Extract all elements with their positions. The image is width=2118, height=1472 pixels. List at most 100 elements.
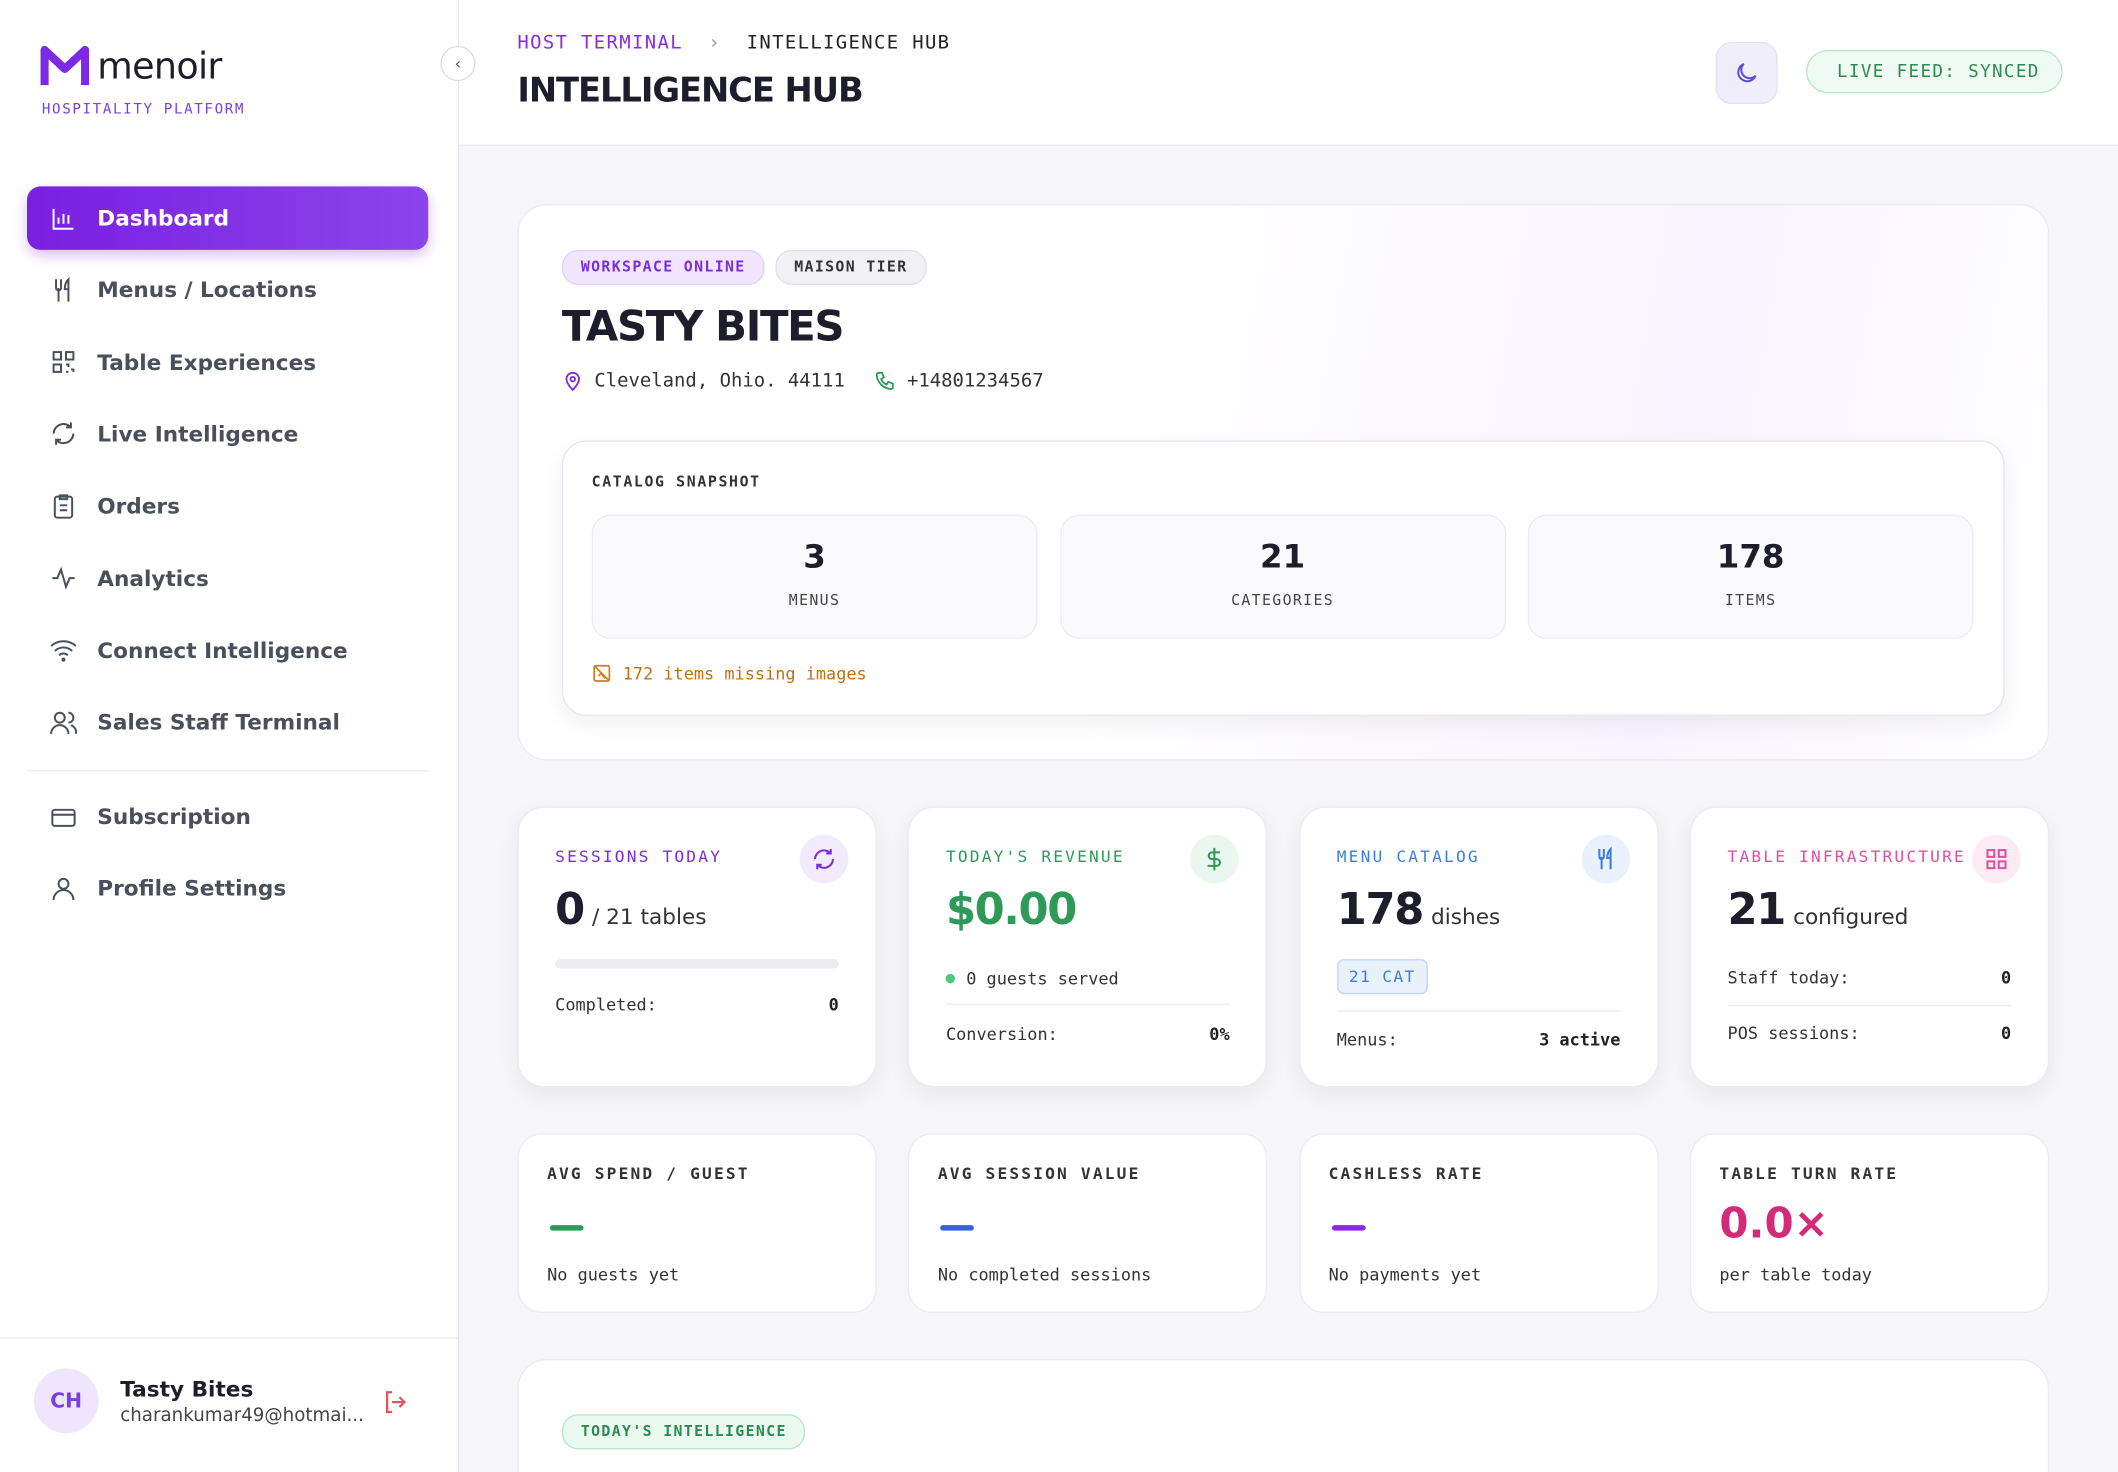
- icon: [1737, 63, 1757, 83]
- kpi-unit: dishes: [1431, 903, 1501, 930]
- nav-label: Analytics: [97, 565, 209, 591]
- kpi-card: MENU CATALOG 178 dishes 21 CAT Menus: 3 acti…: [1298, 806, 1659, 1088]
- nav-label: Dashboard: [97, 205, 230, 231]
- logout-button[interactable]: [381, 1387, 411, 1417]
- stat-box: 21 CATEGORIES: [1059, 514, 1506, 639]
- icon: [53, 493, 74, 519]
- nav-item[interactable]: Subscription: [27, 785, 428, 848]
- nav-label: Table Experiences: [97, 349, 317, 375]
- badges: WORKSPACE ONLINE MAISON TIER: [561, 249, 937, 286]
- collapse-button[interactable]: ‹: [440, 45, 476, 82]
- divider: [945, 1003, 1230, 1005]
- icon: [813, 848, 835, 870]
- crumb-current: INTELLIGENCE HUB: [746, 32, 951, 55]
- kpi-row: Conversion: 0%: [946, 1024, 1230, 1044]
- kpi-title: MENU CATALOG: [1336, 846, 1480, 866]
- contact: Cleveland, Ohio. 44111 +14801234567: [562, 370, 1044, 392]
- icon: [1986, 849, 2007, 870]
- row-label: POS sessions:: [1727, 1022, 1860, 1043]
- stat-value: 3: [803, 537, 826, 576]
- catalog-snapshot: CATALOG SNAPSHOT 3 MENUS 21 CATEGORIES 178 IT…: [561, 440, 2005, 716]
- brand: menoir: [40, 43, 222, 89]
- stat-box: 178 ITEMS: [1527, 514, 1974, 639]
- row-label: Staff today:: [1727, 967, 1850, 988]
- metric-title: CASHLESS RATE: [1328, 1164, 1484, 1184]
- metric-note: per table today: [1719, 1264, 1872, 1285]
- icon: [52, 208, 74, 230]
- divider: [1727, 1004, 2012, 1007]
- divider: [1336, 1010, 1621, 1012]
- page-title: INTELLIGENCE HUB: [517, 70, 863, 110]
- address: Cleveland, Ohio. 44111: [594, 370, 845, 392]
- badge: WORKSPACE ONLINE: [561, 249, 765, 286]
- icon: [52, 351, 75, 374]
- nav-label: Connect Intelligence: [97, 637, 348, 663]
- metric-title: TABLE TURN RATE: [1719, 1164, 1899, 1184]
- kpi-icon: [1190, 834, 1240, 884]
- stat-value: 21: [1260, 537, 1306, 576]
- kpi-note: 0 guests served: [945, 968, 1119, 989]
- icon: [1597, 846, 1612, 870]
- row-value: 0: [2001, 1022, 2012, 1043]
- nav-label: Subscription: [97, 803, 251, 830]
- nav-item[interactable]: Table Experiences: [27, 330, 428, 393]
- phone: +14801234567: [906, 370, 1044, 392]
- user-panel: CH Tasty Bites charankumar49@hotmai...: [0, 1337, 458, 1472]
- kpi-title: TABLE INFRASTRUCTURE: [1727, 846, 1966, 866]
- kpi-number: 178: [1336, 883, 1425, 935]
- icon: [52, 877, 75, 900]
- stat-box: 3 MENUS: [591, 514, 1038, 639]
- user-name: Tasty Bites: [120, 1376, 254, 1403]
- metric-card: CASHLESS RATE No payments yet: [1298, 1133, 1659, 1313]
- metric-card: TABLE TURN RATE 0.0× per table today: [1689, 1133, 2050, 1313]
- brand-name: menoir: [97, 45, 222, 88]
- metric-note: No guests yet: [547, 1264, 680, 1285]
- nav-item[interactable]: Menus / Locations: [27, 258, 428, 321]
- header: HOST TERMINAL › INTELLIGENCE HUB INTELLI…: [459, 0, 2118, 146]
- element: +14801234567: [875, 370, 1044, 392]
- element: ›: [708, 32, 722, 55]
- warning: 172 items missing images: [592, 663, 867, 684]
- stat-label: CATEGORIES: [1231, 591, 1335, 610]
- kpi-row: POS sessions: 0: [1728, 1023, 2012, 1043]
- icon: [52, 422, 75, 446]
- row-label: Completed:: [555, 994, 657, 1015]
- nav-item[interactable]: Connect Intelligence: [27, 618, 428, 681]
- nav-item[interactable]: Dashboard: [27, 186, 429, 250]
- nav-item[interactable]: Profile Settings: [27, 856, 428, 919]
- kpi-tag: 21 CAT: [1336, 959, 1428, 995]
- nav-item[interactable]: Sales Staff Terminal: [27, 690, 428, 753]
- crumb-link[interactable]: HOST TERMINAL: [517, 32, 683, 55]
- kpi-icon: [1972, 834, 2021, 884]
- breadcrumb: HOST TERMINAL › INTELLIGENCE HUB: [517, 32, 950, 54]
- note-text: 0 guests served: [966, 968, 1119, 989]
- status-badge: LIVE FEED: SYNCED: [1806, 49, 2063, 94]
- row-value: 0: [828, 994, 839, 1015]
- element: [945, 973, 956, 984]
- theme-toggle[interactable]: [1715, 41, 1778, 105]
- kpi-value: 178 dishes: [1337, 883, 1501, 934]
- metric-note: No completed sessions: [937, 1264, 1152, 1285]
- stat-value: 178: [1716, 537, 1785, 576]
- kpi-value: 21 configured: [1728, 883, 1909, 934]
- row-label: Conversion:: [945, 1023, 1058, 1045]
- metric-note: No payments yet: [1328, 1264, 1482, 1285]
- row-value: 3 active: [1539, 1029, 1621, 1050]
- icon: [50, 711, 78, 734]
- icon: [55, 276, 70, 302]
- nav-item[interactable]: Orders: [27, 474, 428, 537]
- kpi-number: 21: [1727, 883, 1787, 935]
- nav-label: Profile Settings: [97, 875, 287, 901]
- empty-dash: [549, 1225, 584, 1231]
- nav-item[interactable]: Analytics: [27, 546, 428, 609]
- kpi-title: SESSIONS TODAY: [555, 846, 723, 866]
- snapshot-title: CATALOG SNAPSHOT: [591, 472, 761, 491]
- icon: [593, 664, 611, 682]
- icon: [51, 808, 76, 827]
- kpi-icon: [1581, 834, 1630, 884]
- nav-item[interactable]: Live Intelligence: [27, 402, 428, 465]
- icon: [565, 371, 580, 392]
- element: Cleveland, Ohio. 44111: [562, 370, 845, 392]
- warning-text: 172 items missing images: [622, 663, 867, 684]
